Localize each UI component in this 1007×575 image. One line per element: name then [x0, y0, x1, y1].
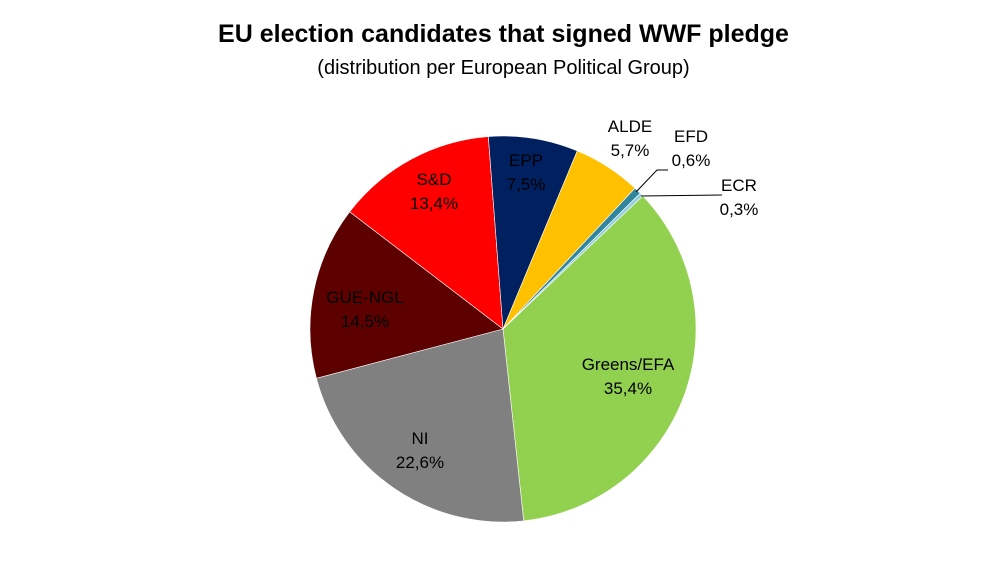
- data-label: EPP: [509, 151, 543, 170]
- chart-title: EU election candidates that signed WWF p…: [218, 20, 789, 48]
- leader-line: [640, 194, 723, 197]
- data-value: 5,7%: [611, 141, 650, 160]
- data-label: GUE-NGL: [326, 288, 403, 307]
- data-value: 14,5%: [341, 312, 389, 331]
- data-value: 0,6%: [672, 151, 711, 170]
- chart-subtitle: (distribution per European Political Gro…: [317, 57, 690, 79]
- data-label: ECR: [721, 176, 757, 195]
- pie-slice-greens-efa: [502, 195, 697, 522]
- data-label: ALDE: [608, 117, 652, 136]
- data-value: 7,5%: [507, 175, 546, 194]
- data-value: 22,6%: [396, 453, 444, 472]
- data-value: 0,3%: [720, 200, 759, 219]
- pie-slice-s-d: [349, 136, 504, 330]
- data-label: S&D: [417, 170, 452, 189]
- data-label: EFD: [674, 127, 708, 146]
- data-value: 35,4%: [604, 379, 652, 398]
- data-value: 13,4%: [410, 194, 458, 213]
- data-label: NI: [412, 429, 429, 448]
- data-label: Greens/EFA: [582, 355, 675, 374]
- pie-slice-gue-ngl: [309, 211, 504, 379]
- pie-slice-ni: [316, 328, 525, 523]
- leader-line: [635, 169, 668, 193]
